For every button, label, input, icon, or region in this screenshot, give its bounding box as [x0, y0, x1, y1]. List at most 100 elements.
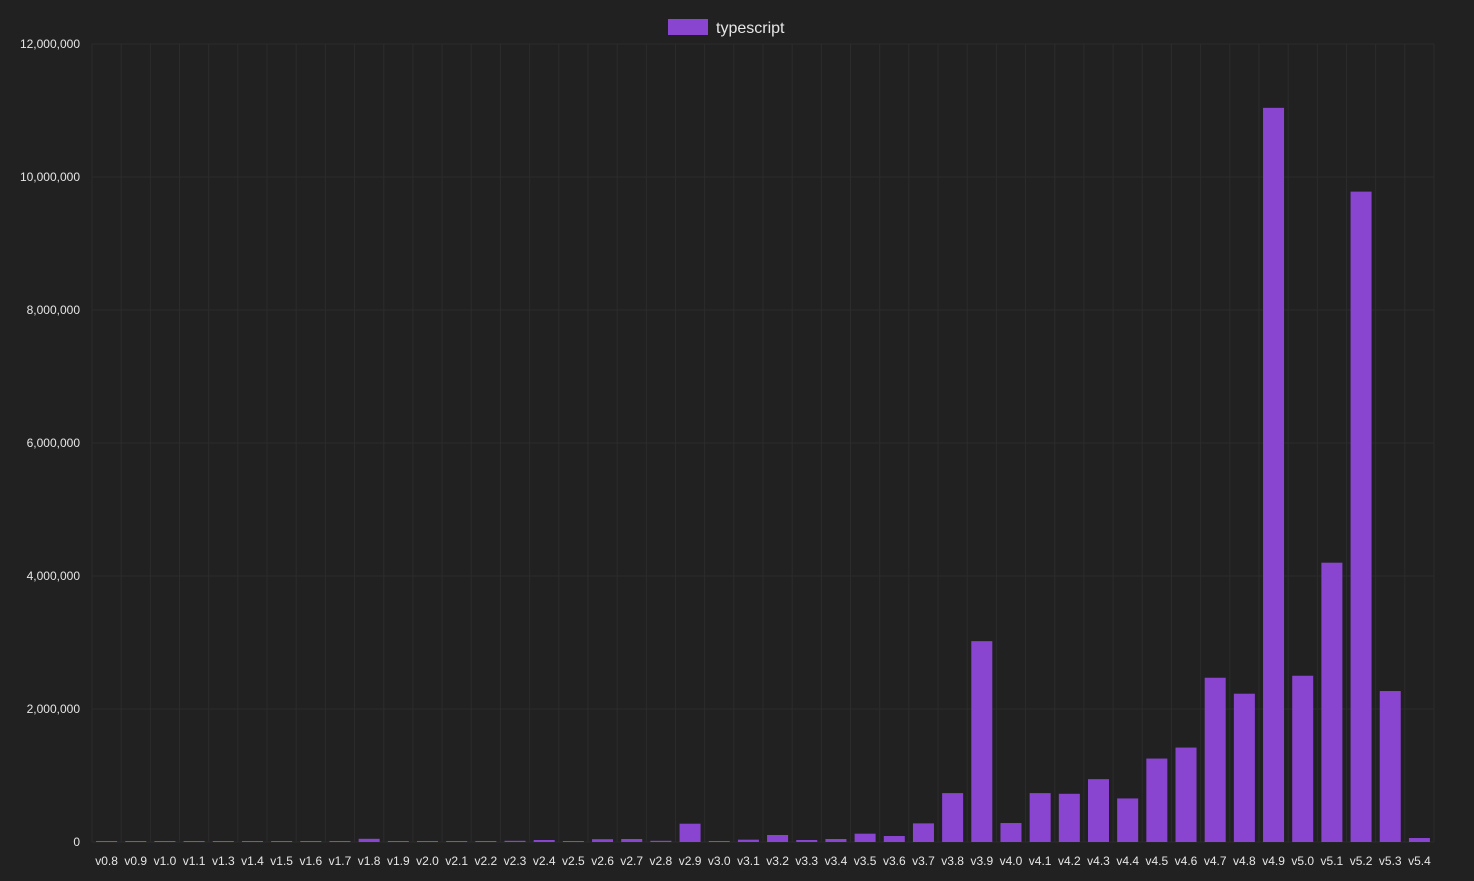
bar-v1.8[interactable]	[358, 838, 380, 842]
x-tick-label: v3.4	[825, 854, 848, 868]
x-tick-label: v1.9	[387, 854, 410, 868]
bar-v4.5[interactable]	[1146, 758, 1168, 842]
bar-v4.8[interactable]	[1233, 693, 1255, 842]
x-tick-label: v3.5	[854, 854, 877, 868]
x-tick-label: v4.6	[1175, 854, 1198, 868]
bar-v1.1[interactable]	[183, 841, 205, 842]
bar-v4.6[interactable]	[1175, 747, 1197, 842]
bar-v2.0[interactable]	[416, 841, 439, 842]
bar-v1.7[interactable]	[329, 841, 351, 842]
bar-v2.2[interactable]	[475, 841, 497, 842]
x-tick-label: v5.2	[1350, 854, 1373, 868]
x-tick-label: v1.5	[270, 854, 293, 868]
bar-v3.9[interactable]	[971, 641, 993, 842]
x-tick-label: v3.1	[737, 854, 760, 868]
legend-swatch-typescript[interactable]	[668, 19, 708, 35]
bar-v3.2[interactable]	[767, 835, 789, 842]
bar-v4.3[interactable]	[1087, 779, 1110, 842]
x-tick-label: v2.9	[679, 854, 702, 868]
x-tick-label: v1.0	[154, 854, 177, 868]
y-tick-label: 6,000,000	[27, 436, 81, 450]
x-tick-label: v2.0	[416, 854, 439, 868]
bar-v3.0[interactable]	[708, 841, 730, 842]
bar-v2.7[interactable]	[621, 839, 643, 842]
x-tick-label: v5.1	[1321, 854, 1344, 868]
bar-v2.3[interactable]	[504, 840, 526, 842]
x-tick-label: v1.1	[183, 854, 206, 868]
x-tick-label: v3.6	[883, 854, 906, 868]
bar-v2.5[interactable]	[562, 841, 584, 842]
x-tick-label: v4.1	[1029, 854, 1052, 868]
bar-v0.8[interactable]	[96, 841, 118, 842]
bar-v1.0[interactable]	[154, 841, 176, 842]
x-tick-label: v4.9	[1262, 854, 1285, 868]
x-tick-label: v1.6	[299, 854, 322, 868]
bar-v0.9[interactable]	[125, 841, 147, 842]
bar-v2.4[interactable]	[533, 840, 555, 842]
grid-lines	[91, 43, 1435, 843]
bar-v4.7[interactable]	[1204, 677, 1226, 842]
bar-v3.3[interactable]	[796, 840, 818, 842]
x-axis-ticks: v0.8 v0.9 v1.0 v1.1 v1.3 v1.4 v1.5 v1.6 v1.7 v1.8…	[95, 854, 1431, 868]
bar-v3.8[interactable]	[942, 793, 964, 842]
x-tick-label: v2.5	[562, 854, 585, 868]
x-tick-label: v4.4	[1116, 854, 1139, 868]
bar-v1.9[interactable]	[387, 841, 409, 842]
bar-v3.7[interactable]	[912, 823, 934, 842]
x-tick-label: v4.5	[1146, 854, 1169, 868]
bar-v2.8[interactable]	[650, 840, 672, 842]
bar-v5.4[interactable]	[1408, 838, 1430, 842]
y-tick-label: 4,000,000	[27, 569, 81, 583]
y-tick-label: 12,000,000	[20, 37, 80, 51]
bar-v4.9[interactable]	[1263, 107, 1285, 843]
bar-v1.6[interactable]	[300, 841, 322, 842]
x-tick-label: v4.7	[1204, 854, 1227, 868]
bar-v5.2[interactable]	[1350, 191, 1372, 842]
x-tick-label: v4.8	[1233, 854, 1256, 868]
bar-v3.5[interactable]	[854, 833, 876, 842]
bars	[96, 107, 1430, 843]
bar-v2.6[interactable]	[592, 839, 614, 842]
x-tick-label: v2.4	[533, 854, 556, 868]
bar-v1.4[interactable]	[241, 841, 263, 842]
x-tick-label: v1.8	[358, 854, 381, 868]
bar-v4.4[interactable]	[1117, 798, 1139, 842]
bar-v5.3[interactable]	[1379, 691, 1401, 842]
bar-v3.1[interactable]	[737, 839, 759, 842]
bar-v3.4[interactable]	[825, 839, 847, 842]
x-tick-label: v3.3	[795, 854, 818, 868]
bar-v4.1[interactable]	[1029, 793, 1051, 842]
x-tick-label: v0.8	[95, 854, 118, 868]
x-tick-label: v2.7	[620, 854, 643, 868]
bar-v1.5[interactable]	[271, 841, 293, 842]
bar-v2.9[interactable]	[679, 823, 701, 842]
x-tick-label: v5.3	[1379, 854, 1402, 868]
x-tick-label: v2.3	[504, 854, 527, 868]
bar-v4.0[interactable]	[1000, 823, 1022, 842]
x-tick-label: v3.9	[970, 854, 993, 868]
bar-v5.1[interactable]	[1321, 562, 1343, 842]
x-tick-label: v3.0	[708, 854, 731, 868]
bar-v4.2[interactable]	[1058, 793, 1080, 842]
x-tick-label: v2.2	[475, 854, 498, 868]
y-tick-label: 2,000,000	[27, 702, 81, 716]
x-tick-label: v5.4	[1408, 854, 1431, 868]
x-tick-label: v4.3	[1087, 854, 1110, 868]
x-tick-label: v0.9	[124, 854, 147, 868]
bar-v3.6[interactable]	[883, 836, 905, 842]
x-tick-label: v3.2	[766, 854, 789, 868]
x-tick-label: v1.7	[329, 854, 352, 868]
y-tick-label: 10,000,000	[20, 170, 80, 184]
x-tick-label: v3.8	[941, 854, 964, 868]
y-tick-label: 0	[73, 835, 80, 849]
legend[interactable]: typescript	[668, 19, 785, 37]
bar-v2.1[interactable]	[446, 841, 468, 842]
x-tick-label: v5.0	[1291, 854, 1314, 868]
x-tick-label: v1.3	[212, 854, 235, 868]
bar-v5.0[interactable]	[1292, 675, 1314, 842]
legend-label-typescript[interactable]: typescript	[716, 20, 785, 37]
x-tick-label: v2.6	[591, 854, 614, 868]
bar-v1.3[interactable]	[212, 841, 234, 842]
